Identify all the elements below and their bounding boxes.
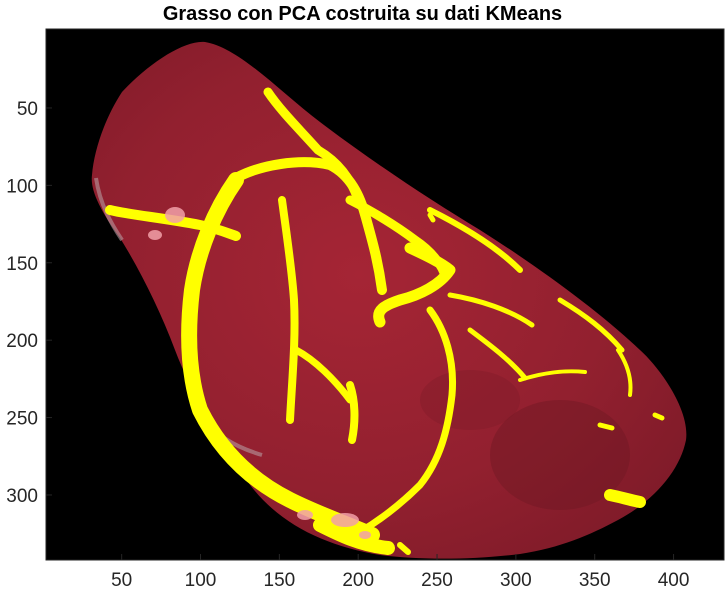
y-tick-label: 200	[6, 331, 38, 352]
y-tick-label: 50	[17, 99, 38, 120]
x-axis: 50 100 150 200 250 300 350 400	[111, 554, 689, 591]
meat-dark-patch-2	[420, 370, 520, 430]
meat-dark-patch	[490, 400, 630, 510]
x-tick-label: 150	[264, 570, 296, 591]
y-axis: 50 100 150 200 250 300	[6, 99, 52, 507]
y-tick-label: 150	[6, 254, 38, 275]
x-tick-label: 200	[342, 570, 374, 591]
y-tick-label: 300	[6, 486, 38, 507]
x-tick-label: 100	[185, 570, 217, 591]
x-tick-label: 250	[421, 570, 453, 591]
y-tick-label: 250	[6, 409, 38, 430]
y-tick-label: 100	[6, 176, 38, 197]
figure-title: Grasso con PCA costruita su dati KMeans	[162, 3, 563, 25]
x-tick-label: 350	[579, 570, 611, 591]
axes-box	[45, 28, 725, 561]
x-tick-label: 50	[111, 570, 132, 591]
residual-pink-regions	[148, 207, 371, 539]
x-tick-label: 400	[658, 570, 690, 591]
x-tick-label: 300	[500, 570, 532, 591]
fat-overlay	[105, 87, 665, 555]
image-area	[46, 29, 724, 560]
